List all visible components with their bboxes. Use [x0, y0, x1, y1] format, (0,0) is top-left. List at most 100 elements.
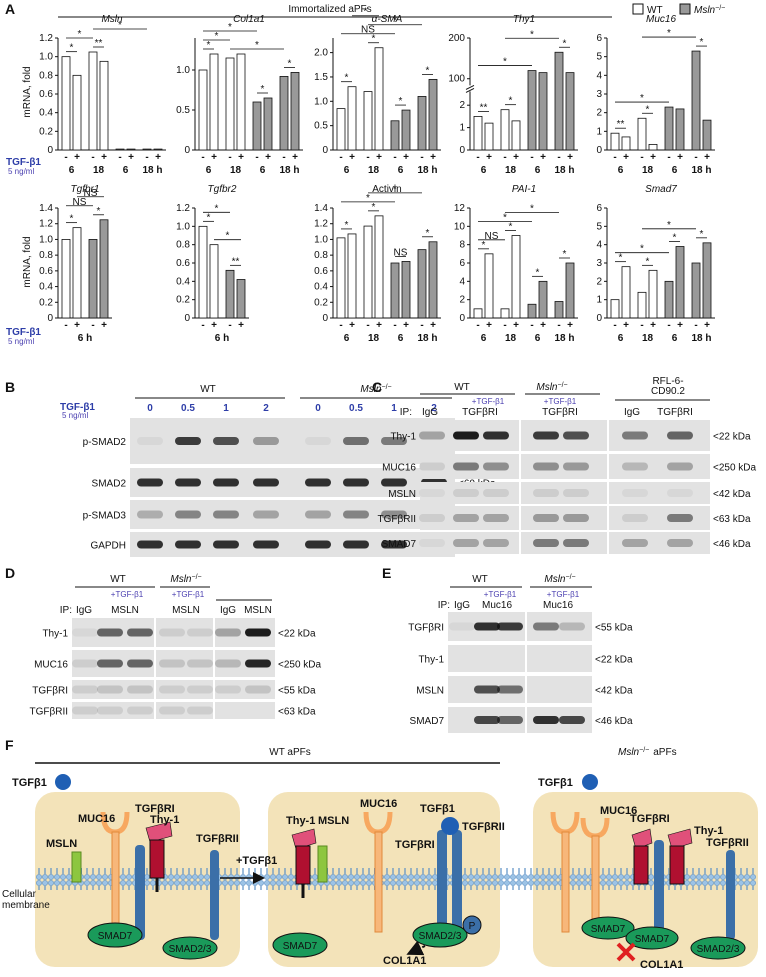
y-tick-label: 1.0: [176, 221, 190, 232]
bar: [691, 262, 701, 319]
band: [305, 437, 331, 445]
x-tick-label: +: [376, 320, 382, 331]
band: [563, 514, 589, 522]
size-label: <250 kDa: [278, 660, 322, 671]
y-tick-label: 0: [47, 145, 53, 156]
y-tick-label: 0.4: [314, 282, 328, 293]
x-tick-label: +: [650, 320, 656, 331]
msln-label: MSLN: [46, 838, 77, 850]
y-tick-label: 0: [322, 313, 328, 324]
significance: *: [640, 93, 644, 104]
band: [483, 462, 509, 471]
blot-strip: [72, 702, 275, 719]
row-label: MUC16: [382, 463, 416, 474]
genotype-label: Msln−/− aPFs: [618, 747, 677, 759]
row-label: TGFβRII: [377, 514, 416, 525]
bar: [99, 219, 109, 319]
thy1: [669, 845, 685, 885]
band: [213, 478, 239, 487]
bar: [621, 136, 631, 151]
group-label: 6: [618, 333, 624, 344]
x-tick-label: -: [557, 320, 560, 331]
x-tick-label: -: [503, 152, 506, 163]
band: [419, 514, 445, 522]
band: [187, 628, 213, 637]
group-label: 18 h: [691, 333, 711, 344]
tgfbrii: [452, 830, 462, 935]
thy1-label: Thy-1: [286, 815, 315, 827]
band: [215, 628, 241, 637]
significance: *: [619, 253, 623, 264]
phospho: [462, 915, 482, 935]
y-tick-label: 12: [454, 203, 466, 214]
bar: [126, 148, 136, 151]
lane-label: MSLN: [172, 605, 200, 616]
tgfbri-label: TGFβRI: [135, 803, 175, 815]
muc16-label: MUC16: [78, 813, 115, 825]
x-tick-label: -: [640, 320, 643, 331]
panel-f: F WT aPFs TGFβ1 Cellular membrane MUC16 …: [2, 737, 758, 971]
size-label: <250 kDa: [713, 463, 757, 474]
y-tick-label: 0.6: [39, 266, 53, 277]
significance: *: [503, 57, 507, 68]
y-tick-label: 0.8: [39, 250, 53, 261]
band: [419, 539, 445, 547]
smad23: [690, 936, 746, 960]
band: [667, 462, 693, 471]
genotype-label: Msln−/−: [536, 382, 567, 394]
chart-title: Col1a1: [233, 14, 265, 25]
x-tick-label: +: [74, 152, 80, 163]
title-rest: aPFs: [653, 747, 676, 758]
group-label: 6 h: [215, 333, 229, 344]
band: [175, 510, 201, 519]
group-label: 6: [481, 165, 487, 176]
panel-label: F: [5, 737, 14, 753]
bar: [252, 101, 262, 151]
smad7: [272, 932, 328, 958]
blot-strip: [72, 680, 275, 699]
row-label: Thy-1: [418, 655, 444, 666]
muc16-label: MUC16: [600, 805, 637, 817]
legend-swatch: [632, 3, 644, 15]
band: [381, 478, 407, 487]
genotype-label: Msln−/−: [694, 5, 725, 17]
bar: [236, 53, 246, 151]
significance: *: [482, 240, 486, 251]
band: [137, 510, 163, 519]
bar: [527, 70, 537, 151]
size-label: <63 kDa: [713, 514, 751, 525]
smad23-label: SMAD2/3: [169, 944, 212, 955]
tgfbrii: [726, 850, 735, 940]
ligand: [582, 774, 598, 790]
y-tick-label: 1.2: [39, 33, 53, 44]
significance: *: [118, 20, 122, 31]
band: [137, 437, 163, 445]
col1a1-label: COL1A1: [640, 959, 683, 971]
band: [213, 510, 239, 519]
treatment-label: +TGF-β1: [547, 590, 580, 599]
dose: 1: [223, 403, 229, 414]
band: [213, 437, 239, 445]
band: [127, 628, 153, 637]
lane-label: IgG: [422, 407, 438, 418]
band: [453, 431, 479, 440]
col1a1-label: COL1A1: [383, 955, 426, 967]
tgfbri-label: TGFβRI: [630, 813, 670, 825]
x-tick-label: -: [476, 152, 479, 163]
bar: [428, 241, 438, 319]
band: [187, 659, 213, 668]
significance: *: [673, 233, 677, 244]
group-label: 18: [93, 165, 105, 176]
significance: *: [226, 231, 230, 242]
band: [622, 514, 648, 522]
group-label: 6: [123, 165, 129, 176]
chart-title: Msln: [101, 14, 123, 25]
y-tick-label: 1: [459, 123, 465, 134]
treatment-label: +TGF-β1: [472, 397, 505, 406]
x-tick-label: +: [486, 320, 492, 331]
bar: [500, 109, 510, 151]
gene-name: Msln: [360, 384, 382, 395]
row-label: MUC16: [34, 660, 68, 671]
significance: *: [536, 267, 540, 278]
